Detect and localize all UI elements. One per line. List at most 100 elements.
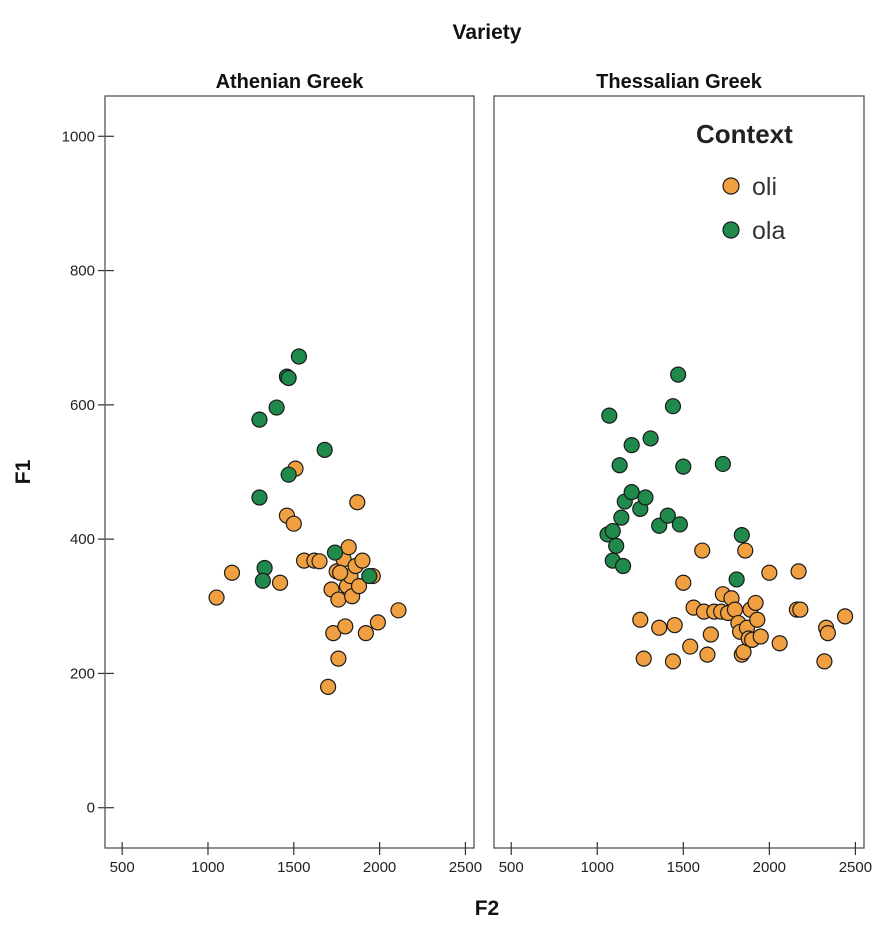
data-point-oli [699,646,716,663]
plot-area: 0 200 400 600 800 1000 Athenian Greek 500 1000 15… [62,71,872,876]
y-tick-label: 1000 [62,128,95,145]
legend: Context oli ola [696,119,793,245]
data-point-ola [613,509,630,526]
data-point-oli [682,638,699,655]
data-point-ola [664,398,682,415]
data-point-oli [285,515,302,532]
data-point-oli [749,611,766,628]
x-tick-label: 1500 [667,859,700,876]
data-point-oli [223,564,241,581]
panel-title: Thessalian Greek [596,71,763,93]
data-point-ola [623,437,640,454]
data-point-oli [340,539,357,556]
data-point-oli [369,614,386,631]
data-point-oli [737,542,754,559]
data-point-oli [632,611,649,628]
data-point-oli [771,635,788,652]
data-point-oli [390,602,407,619]
chart-title: Variety [453,21,522,44]
data-point-oli [208,589,225,606]
data-point-oli [792,601,809,618]
data-point-oli [311,553,328,570]
data-point-oli [816,653,833,670]
panel-thessalian-greek: Thessalian Greek 500 1000 1500 2000 2500 [493,71,872,876]
data-point-ola [637,489,654,506]
x-tick-label: 1000 [191,859,224,876]
data-point-ola [604,522,621,540]
y-axis-label: F1 [12,459,35,484]
legend-label-oli: oli [752,173,777,201]
x-tick-label: 2000 [363,859,396,876]
data-point-ola [642,430,659,447]
data-point-ola [728,571,745,588]
data-point-oli [354,552,371,569]
panel-frame [104,95,475,849]
x-tick-label: 2500 [449,859,482,876]
panel-athenian-greek: Athenian Greek 500 1000 1500 2000 2500 [104,71,482,876]
y-tick-label: 200 [70,665,95,682]
x-tick-label: 2500 [839,859,872,876]
data-point-ola [280,466,297,483]
data-point-oli [635,650,652,667]
panel-frame [493,95,865,849]
x-tick-label: 1000 [581,859,614,876]
data-point-oli [790,563,807,580]
data-point-oli [666,616,683,634]
data-point-oli [350,578,368,595]
data-point-ola [268,399,285,416]
data-point-oli [271,574,289,591]
data-point-oli [330,650,347,667]
data-point-ola [608,537,625,554]
data-point-ola [361,567,378,585]
x-tick-label: 500 [110,859,135,876]
data-point-oli [349,494,366,511]
data-point-oli [357,625,374,642]
data-point-oli [337,618,354,635]
legend-marker-oli [722,177,740,195]
x-tick-label: 2000 [753,859,786,876]
data-point-ola [671,516,688,533]
data-point-oli [320,678,337,695]
data-point-ola [670,366,687,383]
data-point-oli [675,574,692,591]
data-point-oli [330,591,347,608]
y-tick-label: 400 [70,531,95,548]
panel-title: Athenian Greek [216,71,365,93]
data-point-oli [332,564,349,581]
data-point-oli [836,608,854,625]
data-point-ola [659,507,676,524]
y-tick-label: 800 [70,263,95,280]
data-point-ola [251,489,268,506]
legend-label-ola: ola [752,217,785,245]
data-point-oli [761,564,778,581]
data-point-ola [251,411,268,428]
data-point-ola [623,484,640,501]
data-point-ola [326,544,344,561]
legend-title: Context [696,119,793,149]
legend-marker-ola [722,221,740,239]
data-point-ola [280,369,297,387]
data-point-ola [290,348,308,365]
data-point-ola [254,572,271,589]
x-tick-label: 500 [499,859,524,876]
x-tick-label: 1500 [277,859,310,876]
data-point-ola [614,557,632,575]
y-tick-label: 600 [70,397,95,414]
data-point-oli [819,625,836,642]
data-point-ola [316,441,333,458]
data-point-ola [611,457,628,474]
data-point-oli [664,653,682,670]
data-point-oli [747,594,764,612]
data-point-ola [733,527,750,544]
data-point-oli [694,542,711,559]
data-point-oli [702,626,719,643]
data-point-ola [675,458,692,475]
y-tick-label: 0 [87,800,95,817]
data-point-oli [752,628,769,645]
x-axis-label: F2 [475,897,500,920]
data-point-oli [651,619,668,636]
data-point-ola [714,455,731,473]
data-point-ola [601,407,618,424]
data-point-oli [726,601,744,618]
